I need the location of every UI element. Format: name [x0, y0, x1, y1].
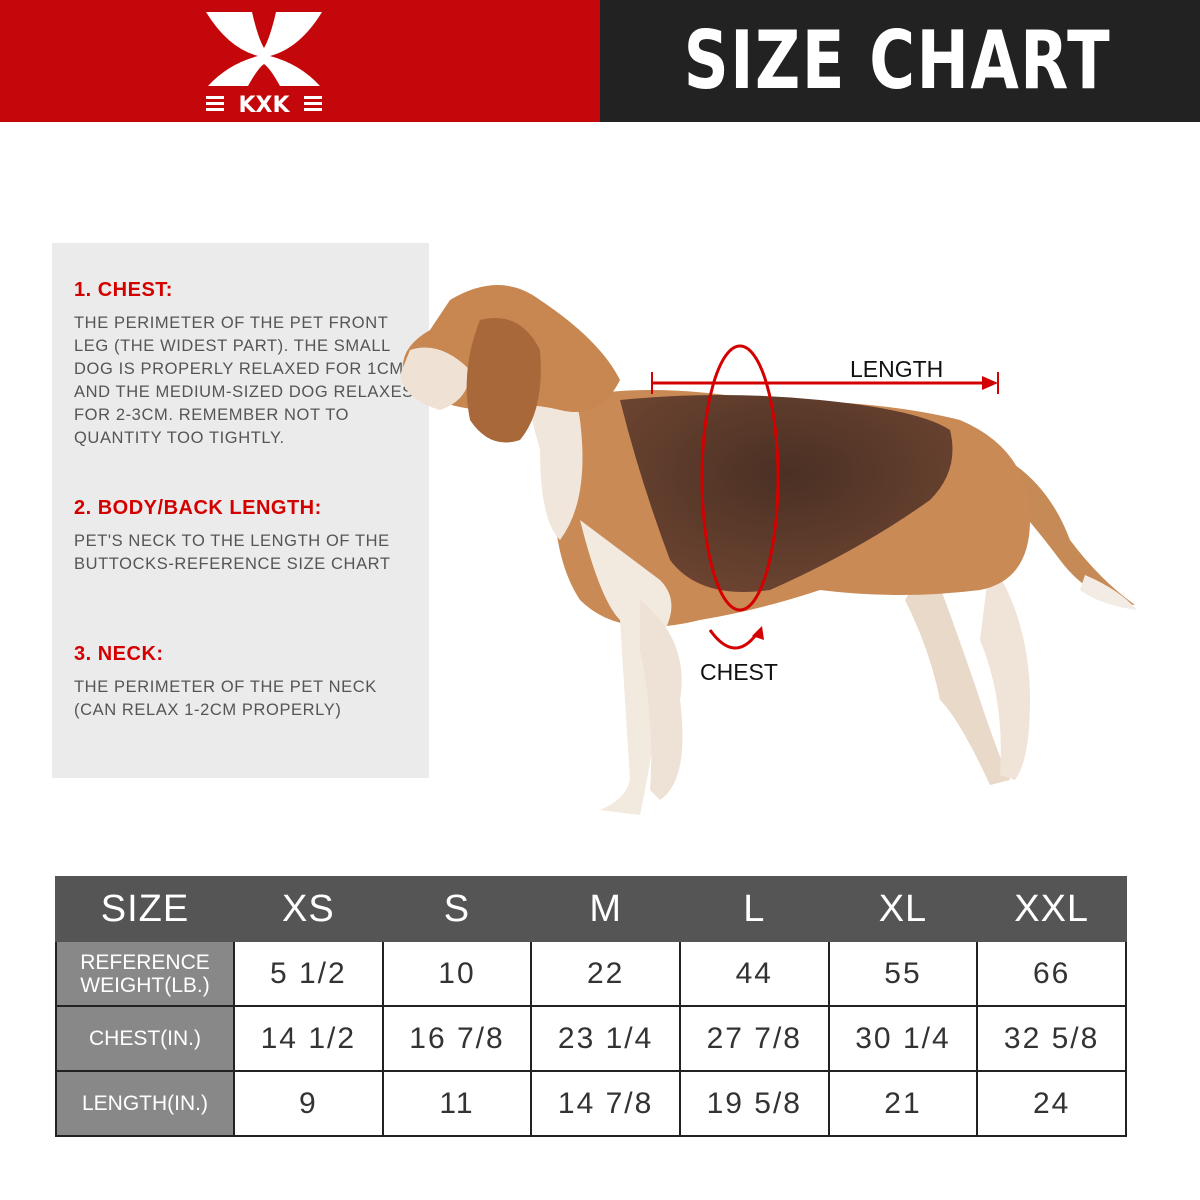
table-cell: 19 5/8 — [678, 1070, 830, 1137]
table-cell: 5 1/2 — [233, 940, 384, 1007]
table-cell: 11 — [381, 1070, 533, 1137]
row-label: CHEST(IN.) — [55, 1005, 235, 1072]
header-title-bar — [600, 0, 1200, 122]
guide-heading: 1. CHEST: — [74, 279, 173, 301]
header-cell: S — [381, 876, 533, 942]
row-label: LENGTH(IN.) — [55, 1070, 235, 1137]
table-cell: 30 1/4 — [827, 1005, 979, 1072]
guide-heading: 3. NECK: — [74, 643, 164, 665]
table-cell: 55 — [827, 940, 979, 1007]
header-cell: XL — [827, 876, 979, 942]
svg-text:KXK: KXK — [238, 93, 290, 114]
beagle-diagram: LENGTH CHEST — [400, 285, 1137, 815]
chest-measure-loop — [700, 344, 780, 612]
guide-text: THE PERIMETER OF THE PET NECK (CAN RELAX… — [74, 678, 377, 719]
guide-chest: 1. CHEST: THE PERIMETER OF THE PET FRONT… — [74, 279, 424, 450]
table-cell: 22 — [530, 940, 681, 1007]
table-row: REFERENCE WEIGHT(LB.) 5 1/2 10 22 44 55 … — [55, 940, 1127, 1007]
table-cell: 10 — [381, 940, 533, 1007]
chest-label: CHEST — [700, 659, 778, 685]
header-cell: M — [530, 876, 681, 942]
page-title: SIZE CHART — [683, 14, 1112, 107]
table-cell: 23 1/4 — [530, 1005, 681, 1072]
length-label: LENGTH — [850, 356, 943, 382]
guide-text: PET'S NECK TO THE LENGTH OF THE BUTTOCKS… — [74, 532, 391, 573]
table-cell: 27 7/8 — [678, 1005, 830, 1072]
table-cell: 21 — [827, 1070, 979, 1137]
length-arrowhead — [982, 376, 998, 390]
table-cell: 14 7/8 — [530, 1070, 681, 1137]
table-cell: 16 7/8 — [381, 1005, 533, 1072]
guide-heading: 2. BODY/BACK LENGTH: — [74, 497, 322, 519]
size-table: SIZE XS S M L XL XXL REFERENCE WEIGHT(LB… — [55, 876, 1127, 1137]
header-cell: SIZE — [55, 876, 235, 942]
dog-illustration — [400, 285, 1137, 815]
table-cell: 24 — [976, 1070, 1127, 1137]
table-cell: 14 1/2 — [233, 1005, 384, 1072]
guide-text: THE PERIMETER OF THE PET FRONT LEG (THE … — [74, 314, 414, 447]
header-cell: L — [678, 876, 830, 942]
table-cell: 9 — [233, 1070, 384, 1137]
table-cell: 66 — [976, 940, 1127, 1007]
header-cell: XXL — [976, 876, 1127, 942]
row-label: REFERENCE WEIGHT(LB.) — [55, 940, 235, 1007]
chest-arrowhead — [752, 626, 764, 640]
measurement-guide-panel — [52, 243, 429, 778]
header-cell: XS — [233, 876, 384, 942]
table-header-row: SIZE XS S M L XL XXL — [55, 876, 1127, 942]
kxk-logo: KXK — [206, 12, 322, 114]
table-cell: 32 5/8 — [976, 1005, 1127, 1072]
guide-neck: 3. NECK: THE PERIMETER OF THE PET NECK (… — [74, 643, 424, 722]
table-row: CHEST(IN.) 14 1/2 16 7/8 23 1/4 27 7/8 3… — [55, 1005, 1127, 1072]
guide-length: 2. BODY/BACK LENGTH: PET'S NECK TO THE L… — [74, 497, 394, 576]
table-row: LENGTH(IN.) 9 11 14 7/8 19 5/8 21 24 — [55, 1070, 1127, 1137]
table-cell: 44 — [678, 940, 830, 1007]
